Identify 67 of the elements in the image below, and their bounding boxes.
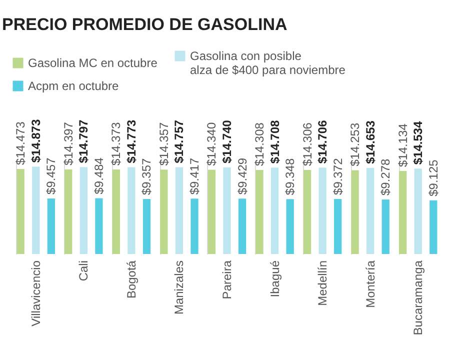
data-label: $14.706 <box>316 120 330 164</box>
data-label: $9.278 <box>378 158 393 196</box>
bar <box>256 170 264 254</box>
legend-label: Gasolina MC en octubre <box>28 56 158 70</box>
bar <box>351 170 359 254</box>
x-tick-label: Montería <box>363 260 378 308</box>
x-tick-label: Cali <box>76 260 91 282</box>
data-label: $14.708 <box>268 120 282 164</box>
bar <box>47 198 55 254</box>
bar <box>95 198 103 254</box>
bar <box>190 198 198 254</box>
data-label: $9.484 <box>92 157 106 194</box>
bar <box>160 170 168 254</box>
data-label: $14.740 <box>220 120 234 164</box>
data-label: $14.134 <box>396 123 410 167</box>
x-tick-label: Ibagué <box>268 260 282 298</box>
bar <box>399 170 407 254</box>
bar <box>128 167 136 254</box>
x-tick-label: Pareira <box>220 260 234 300</box>
bar <box>334 198 342 254</box>
bar <box>32 166 40 254</box>
x-tick-label: Bogotá <box>124 260 138 299</box>
data-label: $14.797 <box>76 119 91 164</box>
x-tick-label: Villavicencio <box>28 260 43 326</box>
bar <box>223 167 231 254</box>
chart-title: PRECIO PROMEDIO DE GASOLINA <box>2 15 288 34</box>
data-label: $9.348 <box>283 158 298 196</box>
data-label: $14.397 <box>61 122 76 166</box>
data-label: $9.457 <box>44 157 58 194</box>
data-label: $14.773 <box>124 120 138 164</box>
bar <box>286 199 294 254</box>
legend-label: Gasolina con posible alza de $400 para noviembre <box>190 49 346 77</box>
bar <box>238 198 246 254</box>
data-label: $14.357 <box>156 122 171 166</box>
x-tick-label: Manizales <box>172 260 186 315</box>
x-tick-label: Bucaramanga <box>411 260 426 336</box>
x-tick-label: Medellín <box>316 260 330 306</box>
bar <box>270 168 279 254</box>
data-label: $9.417 <box>188 158 202 195</box>
data-label: $9.372 <box>330 158 345 195</box>
bar <box>64 169 72 254</box>
bar <box>112 170 120 254</box>
bar <box>80 167 88 254</box>
data-label: $14.373 <box>109 122 124 166</box>
data-label: $14.473 <box>14 121 28 165</box>
bar <box>208 170 216 254</box>
bar <box>382 199 390 254</box>
bar <box>318 168 326 254</box>
bar <box>142 199 151 254</box>
data-label: $14.757 <box>172 120 186 164</box>
data-label: $14.306 <box>300 122 314 166</box>
legend-label: Acpm en octubre <box>28 79 120 93</box>
data-label: $14.253 <box>348 122 362 166</box>
data-label: $9.429 <box>235 158 250 195</box>
data-label: $14.653 <box>363 120 378 164</box>
bar <box>16 168 24 254</box>
bar <box>303 170 312 254</box>
data-label: $9.357 <box>140 158 154 196</box>
data-label: $14.873 <box>28 118 43 163</box>
data-label: $14.534 <box>411 120 426 165</box>
bar <box>414 168 422 254</box>
bar <box>430 200 438 254</box>
data-label: $14.308 <box>252 122 266 166</box>
bar <box>366 168 374 254</box>
bar <box>175 167 184 254</box>
data-label: $9.125 <box>426 159 440 196</box>
data-label: $14.340 <box>204 122 219 166</box>
